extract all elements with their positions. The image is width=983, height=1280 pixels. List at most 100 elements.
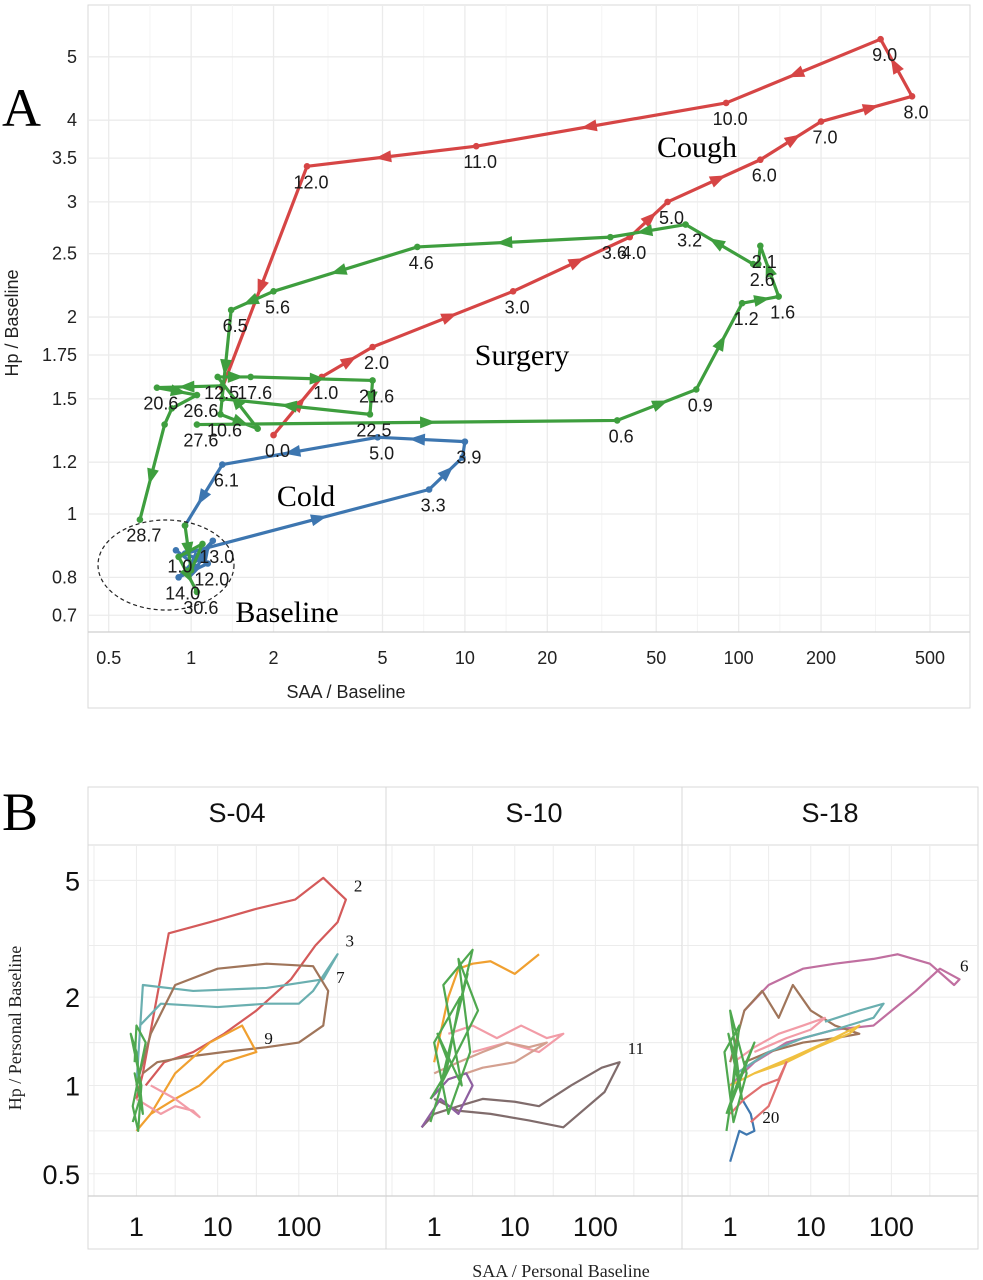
series-cough-arrow (257, 278, 269, 296)
facet-series-line (433, 1041, 548, 1081)
series-surgery-point (413, 243, 421, 251)
series-cold-point-label: 14.0 (165, 583, 200, 603)
series-cough-point-label: 5.0 (659, 208, 684, 228)
series-surgery-arrow (227, 370, 244, 383)
panel-a-x-tick-label: 200 (806, 648, 836, 668)
series-cough-point (722, 99, 730, 107)
series-cough-point-label: 2.0 (364, 353, 389, 373)
series-cold-point-label: 6.1 (214, 471, 239, 491)
facet-series-line (735, 1002, 885, 1075)
series-surgery-arrow (765, 261, 777, 279)
series-surgery-point (369, 377, 376, 384)
series-cough-point-label: 11.0 (463, 152, 497, 172)
series-cough-point (757, 156, 764, 164)
facet-x-tick-label: 10 (500, 1212, 530, 1242)
series-cold-arrow (437, 466, 454, 482)
series-cough-point (369, 343, 376, 351)
baseline-circle (97, 519, 235, 611)
series-cough-point-label: 0.0 (265, 441, 290, 461)
series-surgery-point (607, 233, 614, 241)
panel-b-y-tick-label: 5 (65, 866, 80, 896)
series-cough-arrow (290, 396, 306, 414)
series-cough-point-label: 1.0 (313, 383, 338, 403)
annotation-cough: Cough (657, 131, 737, 164)
panel-b-facets: S-04 1 10 100 2 37 9 S-10 1 10 100 11 S-18 1 10 100 6 20 (87, 787, 978, 1249)
panel-a-y-tick-label: 0.8 (52, 567, 77, 587)
panel-b-x-axis-label: SAA / Personal Baseline (472, 1261, 650, 1280)
series-surgery-point-label: 20.6 (143, 394, 178, 414)
series-cold-arrow (310, 514, 328, 527)
series-cough-point (270, 431, 277, 439)
series-surgery-arrow (309, 372, 326, 385)
series-cough-point (817, 118, 825, 125)
series-surgery-point (161, 421, 168, 428)
panel-a-y-tick-label: 1.5 (52, 389, 77, 409)
series-cold-point-label: 1.0 (167, 556, 192, 576)
series-cold-point (425, 486, 433, 493)
series-surgery-point-label: 3.6 (602, 243, 627, 263)
series-cough-arrow (375, 150, 392, 163)
facet-series-label: 2 (354, 877, 363, 896)
series-cold-point (204, 560, 212, 567)
series-surgery-arrow (230, 393, 246, 411)
series-surgery-point-label: 10.6 (207, 420, 242, 440)
series-baseline-point (187, 567, 195, 574)
series-baseline-point (199, 540, 206, 548)
facet-series-line (729, 1061, 788, 1123)
series-cough-arrow (580, 119, 598, 132)
series-surgery-point (270, 287, 277, 295)
series-cough-point-label: 7.0 (813, 128, 838, 148)
facet-x-tick-label: 10 (203, 1212, 233, 1242)
series-surgery-arrow (709, 238, 726, 252)
series-surgery-point (613, 417, 621, 424)
facet-title: S-18 (801, 798, 858, 828)
series-surgery-point-label: 27.6 (183, 431, 218, 451)
series-surgery-point-label: 1.2 (734, 309, 759, 329)
series-surgery-arrow (220, 358, 233, 376)
series-surgery-point (247, 373, 254, 381)
facet-series-line (447, 1024, 565, 1054)
series-surgery-point-label: 2.1 (752, 252, 777, 272)
series-cough-point (908, 93, 916, 100)
facet-series-line (129, 1024, 147, 1133)
series-surgery-point-label: 0.9 (688, 395, 713, 415)
panel-a-tick-labels: 0.5 1 2 5 10 20 50 100 200 5000.70.811.21.51.7522… (42, 47, 945, 668)
panel-b-y-tick-label: 2 (65, 983, 80, 1013)
series-baseline-point (175, 553, 182, 561)
facet-series-line (135, 1084, 201, 1119)
panel-a-y-tick-label: 2 (67, 307, 77, 327)
series-cough-point-label: 10.0 (713, 109, 748, 129)
series-surgery-point (168, 405, 176, 412)
panel-a-y-tick-label: 2.5 (52, 244, 77, 264)
facet-series-label: 20 (762, 1108, 779, 1127)
series-surgery-point-label: 1.6 (770, 303, 795, 323)
panel-b-y-axis-label: Hp / Personal Baseline (5, 946, 25, 1110)
facet-series-line (732, 1016, 827, 1064)
facet-x-tick-label: 100 (276, 1212, 321, 1242)
panel-a-x-tick-label: 500 (915, 648, 945, 668)
series-cough-point (303, 163, 311, 170)
series-surgery-point (136, 516, 144, 524)
facet-series-line (723, 1009, 756, 1132)
series-surgery-arrow (365, 390, 378, 408)
series-surgery-point-label: 4.6 (409, 253, 434, 273)
series-surgery-point (692, 386, 700, 393)
series-cough-arrow (788, 65, 806, 78)
panel-a-y-tick-label: 1.2 (52, 452, 77, 472)
series-cold-point (193, 563, 201, 571)
series-surgery-point (193, 421, 201, 428)
series-cough-point-label: 6.0 (752, 166, 777, 186)
facet-series-label: 3 (346, 931, 355, 950)
annotation-cold: Cold (277, 480, 335, 513)
annotation-baseline: Baseline (235, 596, 338, 629)
series-surgery-arrow (242, 292, 260, 305)
series-surgery-point-label: 17.6 (237, 383, 272, 403)
series-surgery-point-label: 21.6 (359, 386, 394, 406)
series-cough-point-label: 4.0 (621, 243, 646, 263)
series-surgery-point (749, 260, 757, 268)
panel-a-series (136, 35, 916, 596)
series-surgery-arrow (178, 380, 195, 393)
series-surgery-point-label: 22.5 (356, 420, 391, 440)
